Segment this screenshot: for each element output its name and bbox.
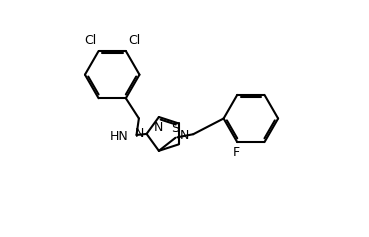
Text: HN: HN	[110, 130, 128, 143]
Text: Cl: Cl	[128, 34, 141, 47]
Text: S: S	[172, 122, 179, 135]
Text: N: N	[134, 128, 144, 140]
Text: N: N	[154, 121, 163, 134]
Text: N: N	[180, 128, 189, 141]
Text: Cl: Cl	[84, 34, 96, 47]
Text: F: F	[232, 146, 239, 159]
